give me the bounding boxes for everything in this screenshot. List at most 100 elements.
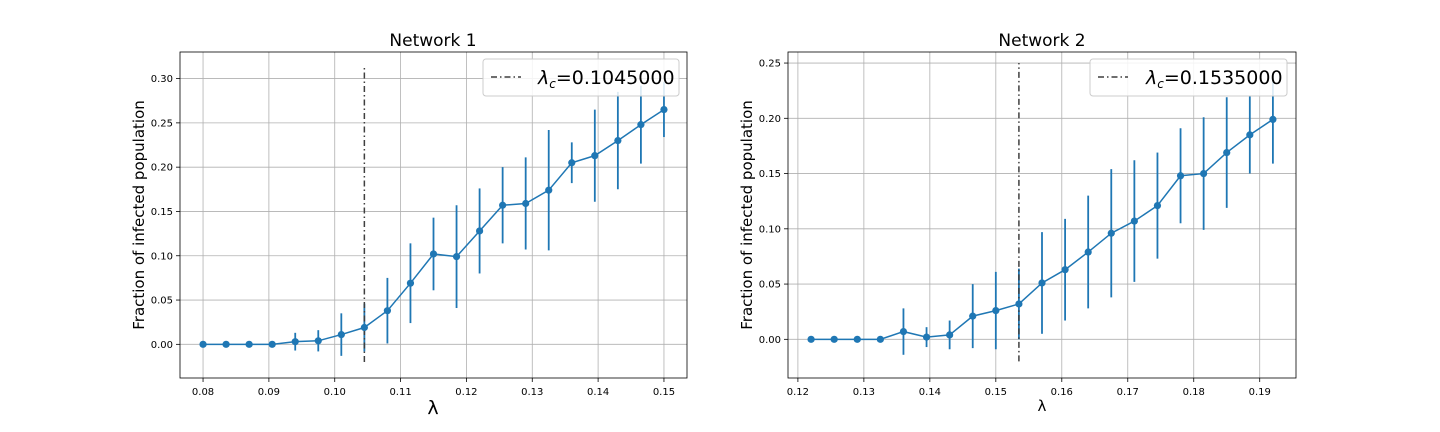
x-tick-label: 0.15 <box>653 387 675 398</box>
chart-panel-network-2: Network 2 0.12 0.13 0.14 0.15 0.16 0.17 0.18 0.… <box>738 31 1297 415</box>
legend-label: λc=0.1535000 <box>1145 67 1283 91</box>
x-tick-label: 0.10 <box>324 387 346 398</box>
data-point <box>922 333 931 341</box>
y-ticks: 0.00 0.05 0.10 0.15 0.20 0.25 <box>759 59 788 346</box>
plot-frame <box>179 51 688 379</box>
x-tick-label: 0.09 <box>258 387 280 398</box>
y-ticks: 0.00 0.05 0.10 0.15 0.20 0.25 0.30 <box>151 74 180 351</box>
x-ticks: 0.08 0.09 0.10 0.11 0.12 0.13 0.14 0.15 <box>192 378 675 398</box>
data-point <box>1269 115 1277 124</box>
data-point <box>1084 248 1092 256</box>
chart-title: Network 2 <box>998 31 1085 51</box>
y-tick-label: 0.30 <box>151 74 173 85</box>
x-tick-label: 0.19 <box>1249 387 1271 398</box>
data-point <box>314 337 322 345</box>
data-point <box>360 323 368 332</box>
y-tick-label: 0.15 <box>151 207 173 218</box>
y-tick-label: 0.25 <box>759 59 781 70</box>
data-point <box>1223 148 1231 157</box>
data-point <box>222 340 230 348</box>
data-points <box>807 115 1277 343</box>
data-point <box>499 201 507 209</box>
data-point <box>429 250 438 258</box>
data-point <box>1015 300 1023 308</box>
data-point <box>1200 169 1208 178</box>
y-tick-label: 0.25 <box>151 118 173 129</box>
data-point <box>1107 229 1115 237</box>
legend-label-symbol: λ <box>1145 67 1157 89</box>
data-point <box>992 306 1000 315</box>
y-axis-label: Fraction of infected population <box>738 100 756 330</box>
data-point <box>830 335 838 343</box>
legend-label-symbol: λ <box>537 67 549 89</box>
data-point <box>475 227 484 235</box>
chart-panel-network-1: Network 1 0.08 0.09 0.10 0.11 0.12 0.13 0.14 0.… <box>130 31 688 419</box>
data-point <box>807 335 815 343</box>
data-point <box>876 335 884 343</box>
legend-label-value: =0.1535000 <box>1164 67 1283 89</box>
x-tick-label: 0.11 <box>389 387 411 398</box>
x-tick-label: 0.13 <box>853 387 875 398</box>
legend: λc=0.1045000 <box>482 58 680 97</box>
data-point <box>1153 202 1162 210</box>
legend-label-subscript: c <box>1157 77 1164 91</box>
x-tick-label: 0.12 <box>787 387 809 398</box>
data-point <box>245 340 253 348</box>
data-point <box>545 186 553 194</box>
chart-title: Network 1 <box>389 31 476 51</box>
legend-label: λc=0.1045000 <box>537 67 675 91</box>
data-point <box>1246 131 1254 139</box>
y-tick-label: 0.05 <box>759 280 781 291</box>
data-point <box>522 199 530 208</box>
data-point <box>1061 266 1069 274</box>
data-point <box>614 136 622 145</box>
x-tick-label: 0.14 <box>919 387 941 398</box>
data-point <box>899 327 908 336</box>
legend-box <box>1089 58 1288 97</box>
x-axis-label: λ <box>1038 397 1047 415</box>
x-axis-label: λ <box>427 397 438 419</box>
y-tick-label: 0.15 <box>759 169 781 180</box>
data-point <box>199 340 207 348</box>
x-tick-label: 0.16 <box>1051 387 1073 398</box>
data-point <box>406 279 415 287</box>
y-tick-label: 0.20 <box>151 163 173 174</box>
y-axis-label: Fraction of infected population <box>130 100 148 330</box>
legend-box <box>482 58 680 97</box>
x-tick-label: 0.12 <box>455 387 477 398</box>
y-tick-label: 0.10 <box>151 251 173 262</box>
x-tick-label: 0.18 <box>1183 387 1205 398</box>
plot-frame <box>787 51 1297 379</box>
data-point <box>853 335 861 343</box>
x-tick-label: 0.08 <box>192 387 214 398</box>
legend-label-subscript: c <box>549 77 556 91</box>
legend: λc=0.1535000 <box>1089 58 1288 97</box>
x-ticks: 0.12 0.13 0.14 0.15 0.16 0.17 0.18 0.19 <box>787 378 1271 398</box>
data-point <box>383 307 392 315</box>
data-point <box>1038 279 1046 287</box>
data-point <box>1130 217 1138 225</box>
x-tick-label: 0.17 <box>1117 387 1139 398</box>
data-point <box>637 121 645 129</box>
x-tick-label: 0.14 <box>587 387 609 398</box>
y-tick-label: 0.10 <box>759 224 781 235</box>
y-tick-label: 0.05 <box>151 296 173 307</box>
data-point <box>291 338 299 346</box>
x-tick-label: 0.15 <box>985 387 1007 398</box>
data-point <box>268 340 276 348</box>
data-point <box>337 330 345 339</box>
y-tick-label: 0.20 <box>759 114 781 125</box>
y-tick-label: 0.00 <box>759 335 781 346</box>
data-point <box>568 159 576 167</box>
legend-label-value: =0.1045000 <box>556 67 675 89</box>
data-point <box>591 152 599 160</box>
data-points <box>199 105 668 348</box>
x-tick-label: 0.13 <box>521 387 543 398</box>
data-point <box>946 331 954 339</box>
y-tick-label: 0.00 <box>151 340 173 351</box>
data-point <box>660 105 668 114</box>
data-point <box>452 253 461 261</box>
data-point <box>969 312 977 320</box>
data-point <box>1176 172 1185 180</box>
